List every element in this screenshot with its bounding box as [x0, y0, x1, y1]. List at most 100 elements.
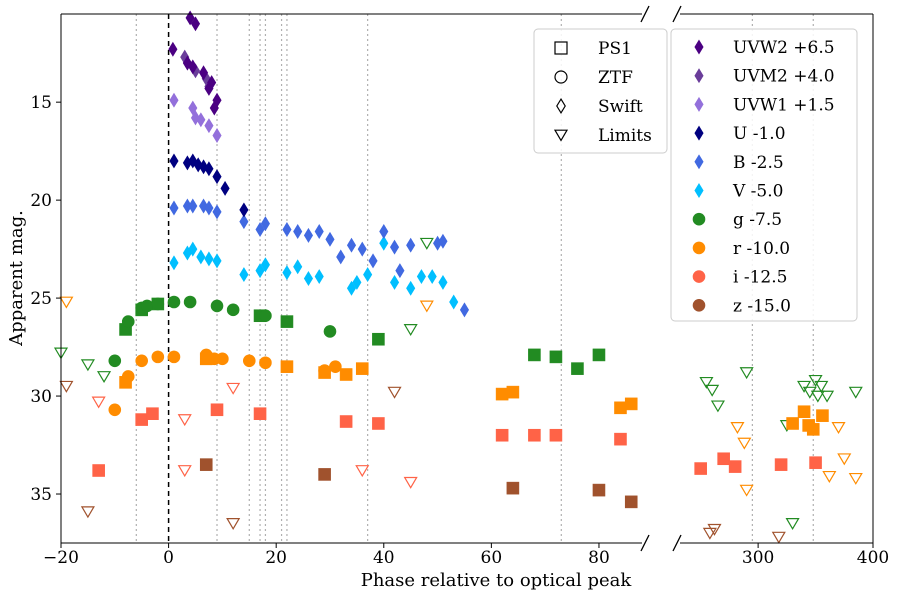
data-point: [212, 253, 222, 269]
data-point: [837, 453, 852, 466]
data-point: [282, 222, 292, 237]
axis-break-mark: [640, 5, 650, 23]
legend-label: UVW2 +6.5: [733, 38, 835, 58]
data-point: [808, 374, 823, 387]
data-point: [282, 265, 292, 281]
legend-label: ZTF: [598, 68, 633, 88]
axis-break-mark: [672, 534, 682, 552]
data-point: [121, 315, 135, 328]
data-point: [355, 362, 369, 375]
data-point: [707, 523, 722, 536]
data-point: [108, 354, 122, 368]
data-point: [406, 237, 416, 253]
marker-legend: PS1 ZTF Swift Limits: [533, 28, 668, 154]
data-point: [239, 267, 249, 283]
data-point: [571, 362, 584, 375]
data-point: [614, 432, 627, 446]
data-point: [699, 376, 714, 389]
x-tick-label: 20: [265, 548, 287, 568]
data-point: [797, 405, 811, 419]
data-point: [255, 263, 265, 279]
legend-label: i -12.5: [733, 268, 787, 288]
data-point: [204, 118, 214, 134]
x-tick-label: 400: [857, 548, 889, 568]
data-point: [739, 484, 754, 497]
data-point: [737, 437, 752, 450]
legend-label: U -1.0: [733, 124, 786, 144]
data-point: [336, 249, 346, 265]
y-tick-label: 25: [30, 289, 52, 309]
legend-label: B -2.5: [733, 153, 784, 173]
legend-marker: [694, 154, 704, 170]
data-point: [212, 127, 222, 143]
data-point: [167, 295, 181, 309]
data-point: [260, 257, 270, 273]
data-point: [168, 41, 178, 57]
x-tick-label: −20: [43, 548, 79, 568]
data-point: [177, 465, 192, 478]
data-point: [151, 297, 165, 311]
x-tick-label: 80: [588, 548, 610, 568]
data-point: [624, 397, 638, 411]
data-point: [806, 423, 820, 436]
data-point: [216, 352, 229, 366]
axis-ticks: −20 0 20 40 60 80 300 400 15 20 25 30 35: [30, 93, 889, 568]
data-point: [190, 16, 201, 32]
legend-label: r -10.0: [733, 239, 790, 259]
data-point: [151, 350, 165, 364]
data-point: [253, 407, 267, 420]
legend-marker: [694, 183, 704, 198]
data-point: [209, 100, 219, 116]
legend-label: Limits: [598, 126, 652, 146]
data-point: [108, 403, 122, 417]
data-point: [389, 239, 400, 255]
legend-marker: [692, 298, 706, 312]
data-point: [339, 368, 353, 381]
data-point: [822, 470, 837, 483]
data-point: [212, 204, 222, 220]
data-point: [188, 153, 198, 169]
legend-label: V -5.0: [732, 182, 783, 202]
data-point: [239, 214, 249, 230]
data-point: [506, 385, 520, 399]
data-point: [303, 227, 314, 243]
data-point: [419, 300, 434, 313]
data-point: [403, 324, 418, 337]
data-point: [346, 280, 357, 296]
x-tick-label: 60: [481, 548, 503, 568]
data-point: [169, 153, 179, 169]
data-point: [389, 274, 400, 290]
data-point: [169, 92, 179, 108]
data-point: [146, 407, 159, 420]
x-axis-label: Phase relative to optical peak: [361, 570, 633, 591]
data-point: [260, 216, 270, 232]
x-tick-label: 40: [373, 548, 395, 568]
data-point: [80, 359, 95, 372]
data-point: [403, 476, 418, 489]
data-point: [406, 280, 416, 296]
data-point: [717, 452, 730, 466]
data-point: [379, 224, 389, 239]
data-point: [438, 233, 448, 249]
y-tick-label: 20: [30, 191, 52, 211]
data-point: [710, 400, 725, 413]
data-point: [831, 422, 846, 434]
data-point: [210, 299, 224, 313]
data-point: [135, 354, 148, 368]
data-point: [280, 315, 294, 328]
x-tick-label: 300: [742, 548, 774, 568]
data-point: [59, 380, 74, 393]
data-point: [183, 295, 197, 309]
data-point: [705, 384, 720, 397]
data-point: [416, 269, 426, 285]
band-legend-box: [670, 28, 858, 322]
legend-marker: [554, 70, 568, 84]
data-point: [212, 169, 222, 185]
data-point: [199, 198, 209, 214]
data-point: [592, 348, 606, 362]
data-point: [226, 303, 240, 317]
data-point: [318, 468, 331, 481]
data-point: [355, 465, 370, 478]
data-point: [592, 483, 606, 497]
